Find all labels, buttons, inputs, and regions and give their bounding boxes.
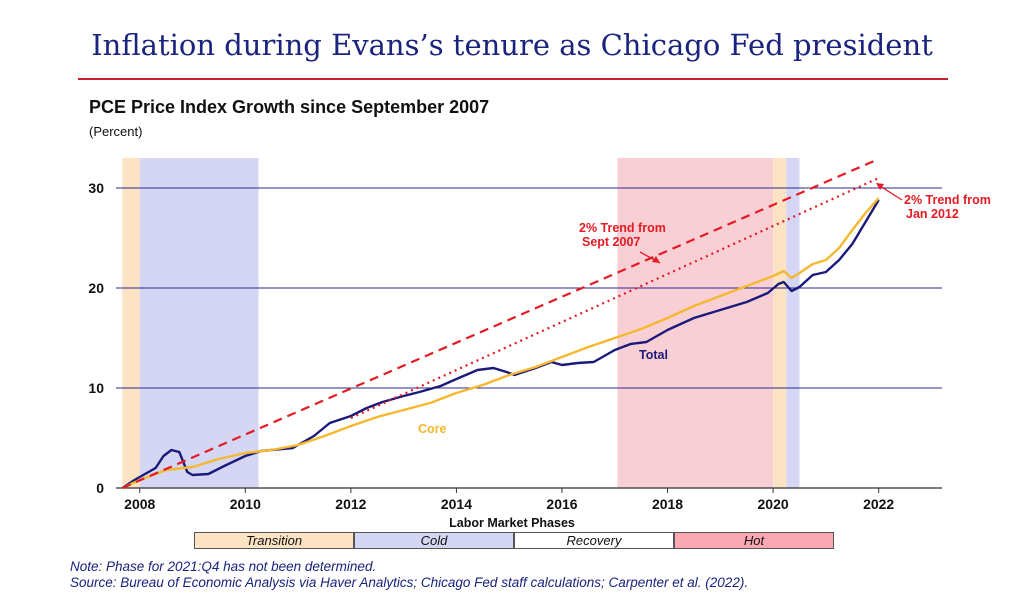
annotation-trend-sept-2007: 2% Trend from Sept 2007 (579, 221, 666, 249)
series-line-2-trend-from-sept-2007 (121, 157, 880, 490)
phase-region-cold (139, 158, 259, 488)
y-tick-label: 30 (88, 180, 104, 196)
annotation-arrow-jan-2012 (879, 185, 903, 201)
title-divider (78, 78, 948, 80)
x-tick-label: 2014 (441, 496, 472, 512)
phase-region-cold (786, 158, 800, 488)
phase-region-hot (617, 158, 774, 488)
series-line-core (121, 197, 880, 490)
x-tick-label: 2016 (546, 496, 577, 512)
phase-legend-title: Labor Market Phases (449, 516, 575, 530)
chart-title: PCE Price Index Growth since September 2… (89, 97, 490, 117)
series-line-total (121, 199, 880, 490)
phase-legend-cold: Cold (354, 532, 514, 549)
series-label-core: Core (418, 422, 447, 436)
footnotes: Note: Phase for 2021:Q4 has not been det… (70, 559, 748, 591)
annotation-arrowhead-sept-2007 (652, 256, 660, 263)
annotation-arrowhead-jan-2012 (876, 183, 884, 190)
series-label-total: Total (639, 348, 668, 362)
x-tick-label: 2022 (863, 496, 894, 512)
y-tick-label: 10 (88, 380, 104, 396)
series-line-2-trend-from-jan-2012 (350, 176, 880, 420)
chart-unit-label: (Percent) (89, 124, 143, 139)
x-tick-label: 2020 (758, 496, 789, 512)
y-tick-label: 0 (96, 480, 104, 496)
x-tick-label: 2018 (652, 496, 683, 512)
x-tick-label: 2008 (124, 496, 155, 512)
x-tick-label: 2012 (335, 496, 366, 512)
phase-legend-transition: Transition (194, 532, 354, 549)
phase-region-transition (122, 158, 140, 488)
note-text: Note: Phase for 2021:Q4 has not been det… (70, 559, 377, 574)
y-tick-label: 20 (88, 280, 104, 296)
phase-legend-hot: Hot (674, 532, 834, 549)
phase-region-transition (773, 158, 787, 488)
slide-title: Inflation during Evans’s tenure as Chica… (91, 28, 933, 62)
annotation-trend-jan-2012: 2% Trend from Jan 2012 (904, 193, 991, 221)
x-tick-label: 2010 (230, 496, 261, 512)
phase-legend-recovery: Recovery (514, 532, 674, 549)
source-text: Source: Bureau of Economic Analysis via … (70, 575, 749, 590)
